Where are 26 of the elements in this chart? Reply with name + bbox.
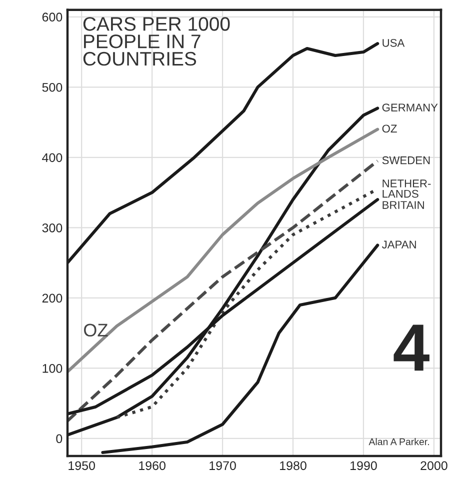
y-tick-label: 600 (42, 12, 62, 22)
x-tick-label: 1960 (139, 461, 166, 470)
annotation: OZ (84, 324, 108, 337)
annotation: Alan A Parker. (368, 438, 429, 446)
x-tick-label: 1980 (280, 461, 306, 470)
x-tick-label: 1990 (350, 461, 377, 470)
series-label: USA (382, 38, 405, 47)
series-label: SWEDEN (382, 156, 430, 164)
series-label: OZ (382, 124, 397, 133)
text: CARS PER 1000 PEOPLE IN 7 COUNTRIES (83, 17, 230, 66)
y-tick-label: 500 (42, 82, 62, 92)
x-tick-label: 1950 (68, 461, 96, 470)
y-tick-label: 300 (42, 223, 62, 232)
annotation: 4 (394, 324, 430, 371)
line-series (68, 159, 380, 422)
series-label: JAPAN (382, 240, 416, 248)
y-tick-label: 400 (42, 153, 62, 162)
y-tick-label: 0 (56, 434, 62, 444)
x-tick-label: 1970 (210, 461, 236, 470)
series-label: BRITAIN (382, 201, 424, 209)
y-tick-label: 100 (42, 364, 62, 373)
line-series (68, 128, 380, 374)
y-tick-label: 200 (42, 294, 62, 303)
series-label: GERMANY (382, 104, 438, 112)
x-tick-label: 2000 (420, 461, 448, 470)
series-label: NETHER- LANDS (382, 180, 431, 198)
